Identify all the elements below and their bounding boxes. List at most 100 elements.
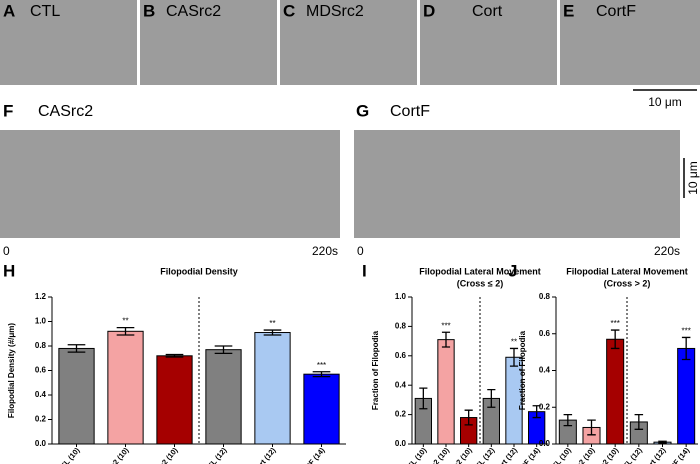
panel-letter: J <box>508 261 517 280</box>
bar <box>156 355 193 445</box>
panel-label: Cort <box>472 3 503 20</box>
chart-subtitle: (Cross ≤ 2) <box>457 278 503 288</box>
time-start: 0 <box>357 244 364 258</box>
y-tick-label: 0.4 <box>395 380 407 389</box>
bar <box>677 347 696 445</box>
bar <box>205 349 242 445</box>
y-tick-label: 0.8 <box>35 341 47 350</box>
error-bar <box>419 387 428 410</box>
panel-letter: A <box>3 1 15 20</box>
error-bar <box>563 413 573 427</box>
y-tick-label: 1.0 <box>395 292 407 301</box>
y-tick-label: 0.8 <box>539 292 551 301</box>
panel-letter: H <box>3 261 15 280</box>
error-bar <box>509 347 519 367</box>
x-tick-label: CortF (14) <box>297 445 327 464</box>
time-lapse <box>0 130 340 238</box>
error-bar <box>165 353 184 358</box>
bar <box>254 332 291 445</box>
y-tick-label: 0.2 <box>395 410 407 419</box>
y-tick-label: 0.6 <box>395 351 407 360</box>
y-tick-label: 1.2 <box>35 292 47 301</box>
panel-letter: G <box>356 101 369 120</box>
panel-letter: D <box>423 1 435 20</box>
bar <box>58 347 95 445</box>
panel-label: CortF <box>596 3 636 20</box>
panel-letter: B <box>143 1 155 20</box>
chart-title: Filopodial Density <box>160 266 238 276</box>
y-axis-label: Fraction of Filopodia <box>371 330 380 410</box>
error-bar <box>634 413 644 430</box>
significance: ** <box>122 317 128 326</box>
x-tick-label: CTL (10) <box>55 445 81 464</box>
x-tick-label: CTL (12) <box>202 445 228 464</box>
x-tick-label: MDSrc2 (10) <box>145 445 180 464</box>
bar <box>437 339 455 445</box>
panel-letter: I <box>362 261 367 280</box>
panel-label: CASrc2 <box>166 3 221 20</box>
y-tick-label: 0.0 <box>395 439 407 448</box>
x-tick-label: Cort (12) <box>251 445 278 464</box>
error-bar <box>587 419 596 436</box>
y-tick-label: 0.6 <box>35 366 47 375</box>
bar <box>303 373 340 445</box>
scale-label: 10 μm <box>648 95 682 109</box>
micrograph <box>140 0 277 85</box>
significance: *** <box>681 327 690 336</box>
x-tick-label: CortF (14) <box>662 445 692 464</box>
error-bar <box>116 326 135 336</box>
panel-label: CASrc2 <box>38 103 93 120</box>
x-tick-label: Cort (12) <box>492 445 519 464</box>
x-tick-label: CTL (10) <box>547 445 573 464</box>
error-bar <box>532 405 541 419</box>
y-axis-label: Fraction of Filopodia <box>518 330 527 410</box>
bar <box>606 338 625 445</box>
y-tick-label: 0.2 <box>35 415 47 424</box>
error-bar <box>487 388 496 408</box>
y-tick-label: 0.4 <box>35 390 47 399</box>
error-bar <box>658 440 667 444</box>
panel-letter: F <box>3 101 13 120</box>
significance: *** <box>610 319 619 328</box>
time-end: 220s <box>654 244 680 258</box>
panel-letter: C <box>283 1 295 20</box>
micrograph <box>560 0 700 85</box>
x-tick-label: CTL (12) <box>470 445 496 464</box>
significance: *** <box>441 321 450 330</box>
micrograph <box>280 0 417 85</box>
chart-subtitle: (Cross > 2) <box>604 278 651 288</box>
chart-title: Filopodial Lateral Movement <box>419 266 541 276</box>
error-bar <box>681 336 691 361</box>
x-tick-label: CASrc2 (10) <box>96 445 131 464</box>
error-bar <box>214 345 233 354</box>
micrograph <box>420 0 557 85</box>
y-tick-label: 0.4 <box>539 366 551 375</box>
time-lapse <box>354 130 680 238</box>
y-tick-label: 0.6 <box>539 329 551 338</box>
x-tick-label: Cort (12) <box>641 445 668 464</box>
micrograph <box>0 0 137 85</box>
panel-label: CortF <box>390 103 430 120</box>
significance: ** <box>511 338 517 347</box>
scale-label: 10 μm <box>686 161 700 195</box>
bar <box>107 330 144 445</box>
x-tick-label: CTL (12) <box>618 445 644 464</box>
error-bar <box>610 329 620 350</box>
chart-title: Filopodial Lateral Movement <box>566 266 688 276</box>
y-tick-label: 0.2 <box>539 402 551 411</box>
time-end: 220s <box>312 244 338 258</box>
y-tick-label: 0.0 <box>35 439 47 448</box>
panel-label: MDSrc2 <box>306 3 364 20</box>
x-tick-label: CortF (14) <box>512 445 542 464</box>
panel-label: CTL <box>30 3 60 20</box>
error-bar <box>67 344 86 353</box>
y-axis-label: Filopodial Density (#/μm) <box>7 323 16 418</box>
error-bar <box>263 329 282 336</box>
time-start: 0 <box>3 244 10 258</box>
error-bar <box>312 371 331 378</box>
error-bar <box>464 409 473 426</box>
y-tick-label: 0.8 <box>395 322 407 331</box>
y-tick-label: 1.0 <box>35 317 47 326</box>
significance: ** <box>269 319 275 328</box>
